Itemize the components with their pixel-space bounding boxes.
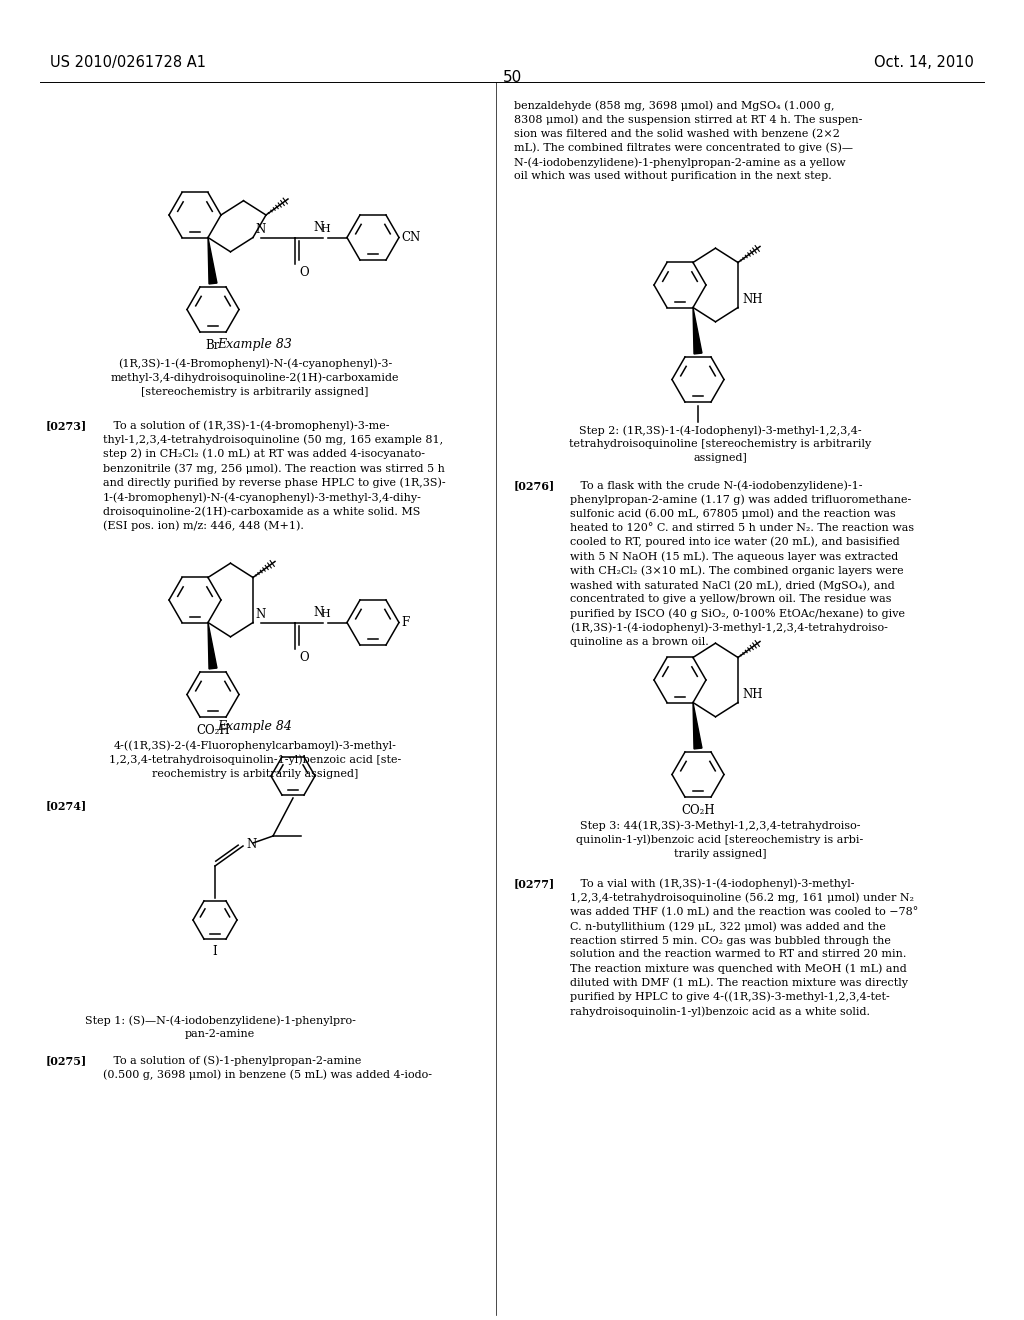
Polygon shape <box>208 623 217 669</box>
Text: I: I <box>213 945 217 958</box>
Text: Br: Br <box>206 338 220 351</box>
Text: H: H <box>319 223 330 234</box>
Text: Example 83: Example 83 <box>217 338 293 351</box>
Text: N: N <box>255 607 265 620</box>
Text: O: O <box>299 265 308 279</box>
Text: [0273]: [0273] <box>46 420 87 432</box>
Text: NH: NH <box>742 688 763 701</box>
Text: N: N <box>246 837 256 850</box>
Text: 50: 50 <box>503 70 521 84</box>
Text: To a solution of (1R,3S)-1-(4-bromophenyl)-3-me-
thyl-1,2,3,4-tetrahydroisoquino: To a solution of (1R,3S)-1-(4-bromopheny… <box>103 420 445 532</box>
Text: H: H <box>319 609 330 619</box>
Text: To a vial with (1R,3S)-1-(4-iodophenyl)-3-methyl-
1,2,3,4-tetrahydroisoquinoline: To a vial with (1R,3S)-1-(4-iodophenyl)-… <box>570 878 919 1016</box>
Text: F: F <box>401 616 410 630</box>
Text: CO₂H: CO₂H <box>681 804 715 817</box>
Polygon shape <box>693 702 702 748</box>
Text: N: N <box>313 606 324 619</box>
Text: benzaldehyde (858 mg, 3698 μmol) and MgSO₄ (1.000 g,
8308 μmol) and the suspensi: benzaldehyde (858 mg, 3698 μmol) and MgS… <box>514 100 862 181</box>
Text: [0275]: [0275] <box>46 1055 87 1067</box>
Text: Step 3: 44(1R,3S)-3-Methyl-1,2,3,4-tetrahydroiso-
quinolin-1-yl)benzoic acid [st: Step 3: 44(1R,3S)-3-Methyl-1,2,3,4-tetra… <box>577 820 863 858</box>
Text: To a solution of (S)-1-phenylpropan-2-amine
(0.500 g, 3698 μmol) in benzene (5 m: To a solution of (S)-1-phenylpropan-2-am… <box>103 1055 432 1080</box>
Polygon shape <box>208 238 217 284</box>
Text: Oct. 14, 2010: Oct. 14, 2010 <box>874 55 974 70</box>
Text: NH: NH <box>742 293 763 305</box>
Text: Step 2: (1R,3S)-1-(4-Iodophenyl)-3-methyl-1,2,3,4-
tetrahydroisoquinoline [stere: Step 2: (1R,3S)-1-(4-Iodophenyl)-3-methy… <box>569 425 871 463</box>
Text: N: N <box>313 220 324 234</box>
Text: [0277]: [0277] <box>514 878 555 888</box>
Text: Step 1: (S)—N-(4-iodobenzylidene)-1-phenylpro-
pan-2-amine: Step 1: (S)—N-(4-iodobenzylidene)-1-phen… <box>85 1015 355 1039</box>
Polygon shape <box>693 308 702 354</box>
Text: CO₂H: CO₂H <box>197 723 229 737</box>
Text: Example 84: Example 84 <box>217 719 293 733</box>
Text: (1R,3S)-1-(4-Bromophenyl)-N-(4-cyanophenyl)-3-
methyl-3,4-dihydroisoquinoline-2(: (1R,3S)-1-(4-Bromophenyl)-N-(4-cyanophen… <box>111 358 399 397</box>
Text: O: O <box>299 651 308 664</box>
Text: N: N <box>255 223 265 235</box>
Text: To a flask with the crude N-(4-iodobenzylidene)-1-
phenylpropan-2-amine (1.17 g): To a flask with the crude N-(4-iodobenzy… <box>570 480 914 647</box>
Text: [0276]: [0276] <box>514 480 555 491</box>
Text: 4-((1R,3S)-2-(4-Fluorophenylcarbamoyl)-3-methyl-
1,2,3,4-tetrahydroisoquinolin-1: 4-((1R,3S)-2-(4-Fluorophenylcarbamoyl)-3… <box>109 741 401 779</box>
Text: [0274]: [0274] <box>46 800 87 810</box>
Text: US 2010/0261728 A1: US 2010/0261728 A1 <box>50 55 206 70</box>
Text: CN: CN <box>401 231 420 244</box>
